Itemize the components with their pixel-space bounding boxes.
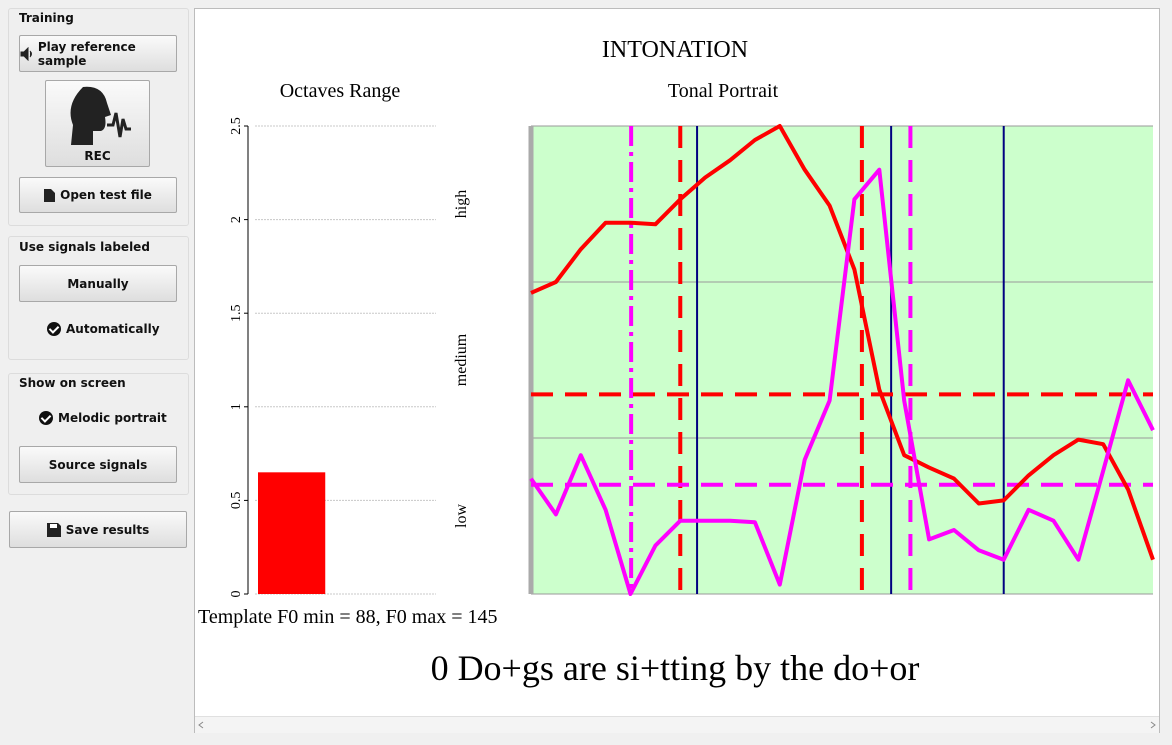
plot-background [531,126,1153,594]
check-icon [47,322,61,336]
group-title: Show on screen [19,376,126,390]
save-button[interactable]: Save results [9,511,187,548]
y-tick-label: 1.5 [229,304,244,322]
button-label: Source signals [48,457,148,472]
y-tick-label: 2.5 [229,117,244,135]
rec-button[interactable]: REC [45,80,150,167]
save-icon [46,522,61,537]
group-title: Training [19,11,74,25]
file-icon [44,188,56,202]
band-label: medium [453,333,470,386]
speaker-icon [20,46,32,61]
option-label: Melodic portrait [58,411,167,425]
button-label: REC [84,148,111,163]
button-label: Manually [67,276,129,291]
main-title: INTONATION [602,37,748,63]
y-tick-label: 2 [229,216,244,223]
group-title: Use signals labeled [19,240,150,254]
auto-option[interactable]: Automatically [47,322,160,336]
series-line [529,167,1155,596]
series-line [530,124,1155,561]
chart-title: Octaves Range [280,80,401,102]
template-info: Template F0 min = 88, F0 max = 145 [198,606,497,628]
y-tick-label: 1 [229,403,244,410]
melodic-option[interactable]: Melodic portrait [39,411,167,425]
button-label: Open test file [60,188,152,202]
manual-button[interactable]: Manually [19,265,177,302]
band-label: high [453,190,470,218]
button-label: Play reference sample [37,39,136,68]
button-label: Save results [65,522,150,537]
scroll-arrows [198,721,1156,729]
bar [258,472,326,594]
band-label: low [453,504,470,528]
chart-title: Tonal Portrait [668,80,779,102]
voice-icon [70,86,131,145]
y-tick-label: 0 [229,591,244,598]
check-icon [39,411,53,425]
sentence: 0 Do+gs are si+tting by the do+or [431,648,920,688]
horizontal-scrollbar[interactable] [195,716,1159,733]
option-label: Automatically [66,322,160,336]
play-button[interactable]: Play reference sample [19,35,177,72]
y-tick-label: 0.5 [229,492,244,510]
open-button[interactable]: Open test file [19,177,177,213]
source-button[interactable]: Source signals [19,446,177,483]
